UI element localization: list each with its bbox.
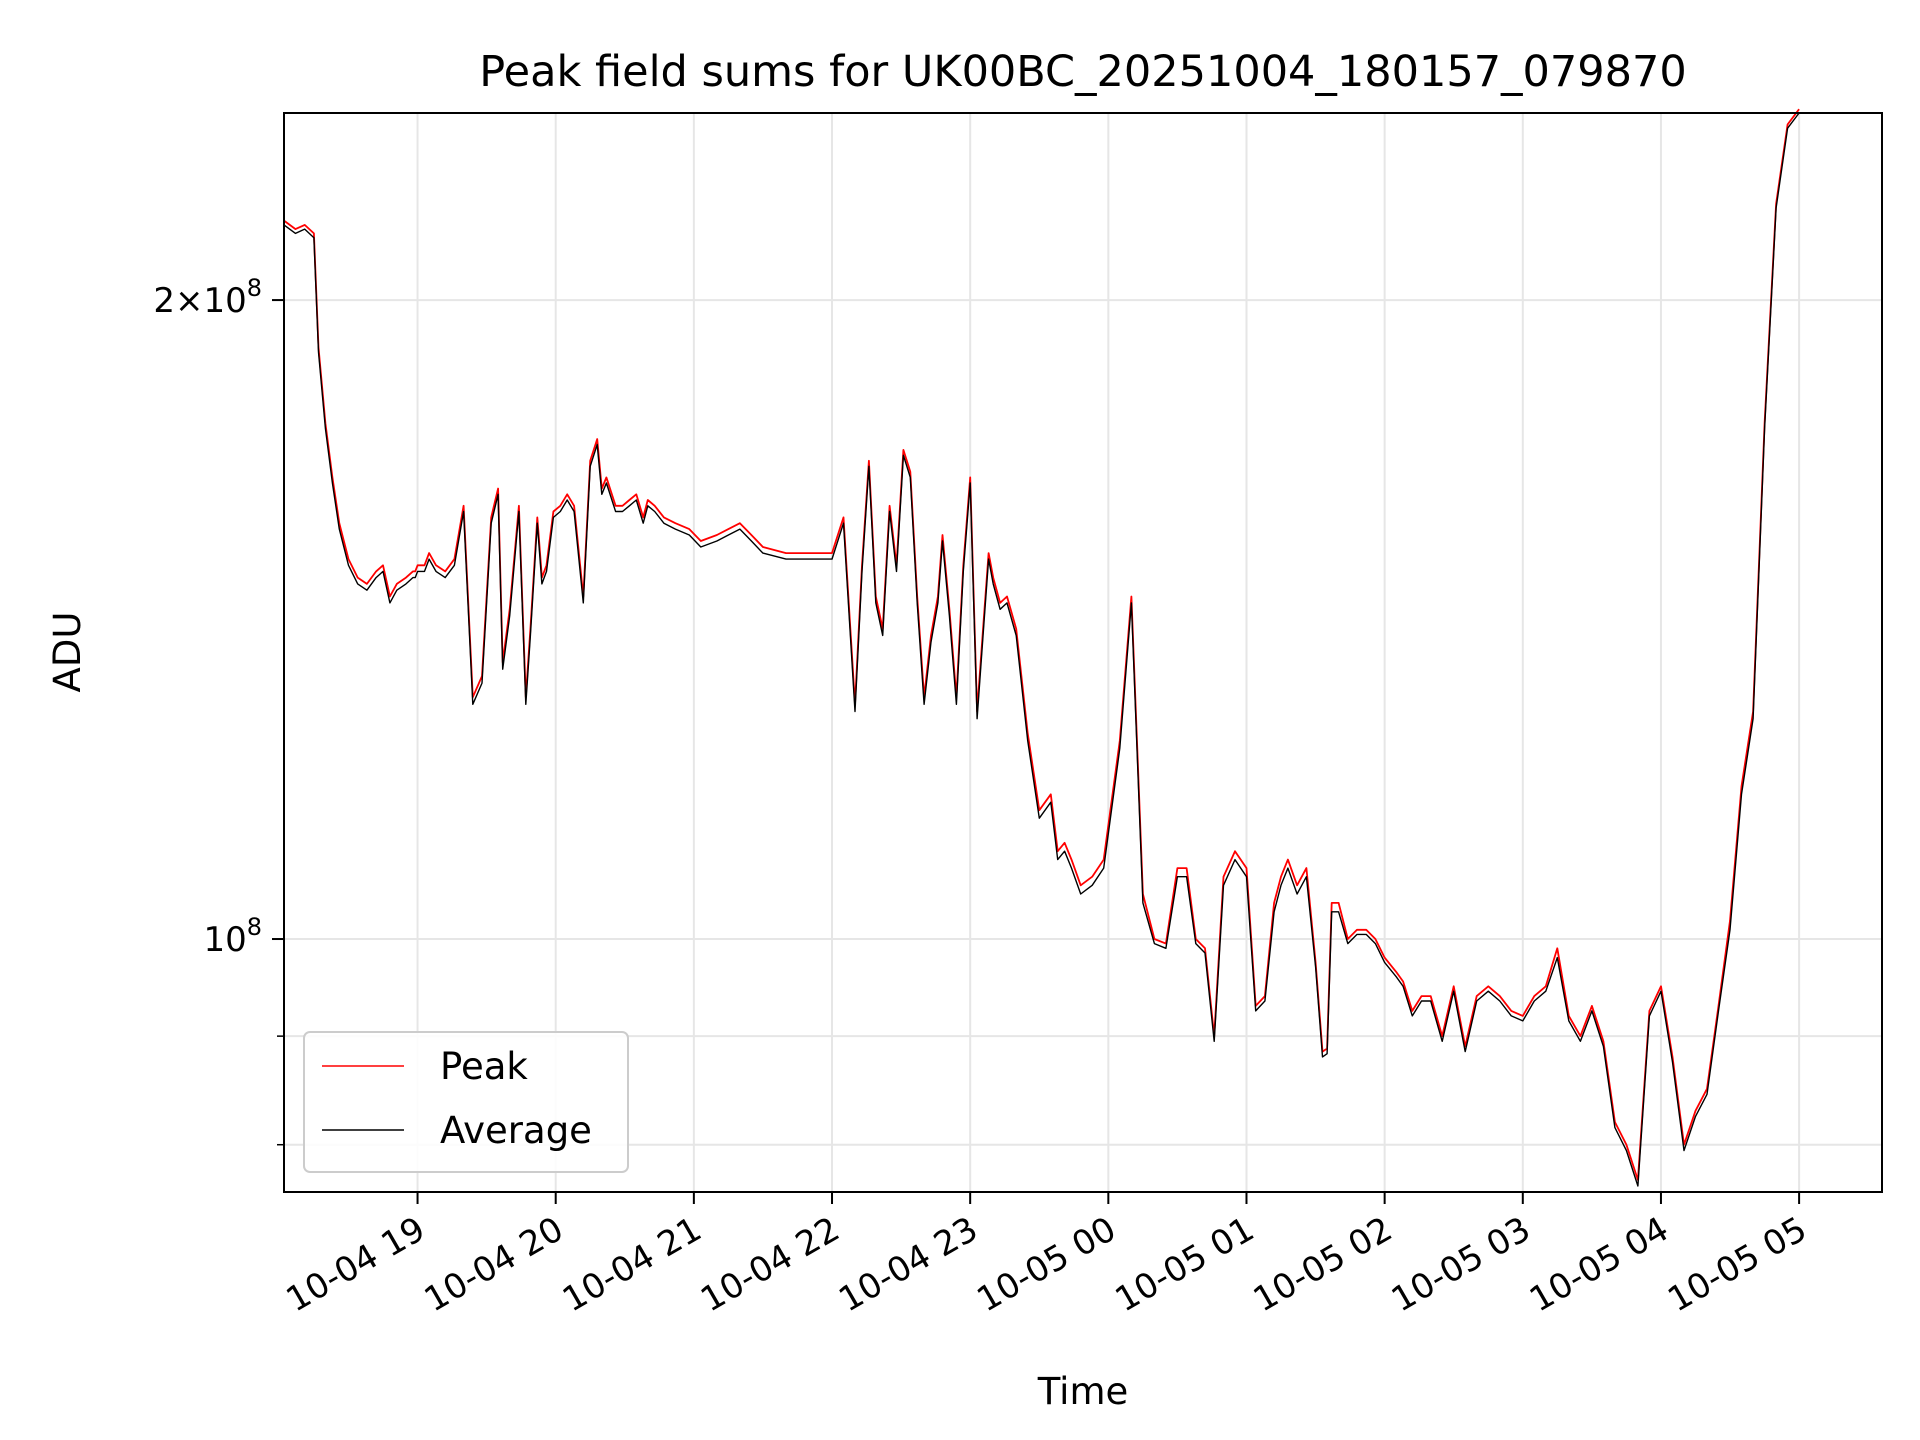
plot-area <box>284 113 1882 1192</box>
y-tick-label-exponent: 8 <box>247 274 262 302</box>
legend-label-peak: Peak <box>440 1045 528 1088</box>
y-tick-label-base: 10 <box>203 920 246 960</box>
series-line-peak <box>283 108 1800 1181</box>
y-tick-label: 108 <box>203 913 262 960</box>
legend-label-average: Average <box>440 1109 592 1152</box>
chart-title: Peak field sums for UK00BC_20251004_1801… <box>479 47 1686 97</box>
series-line-average <box>283 112 1800 1187</box>
y-tick-label-multiplier: 2× <box>153 281 203 321</box>
x-axis-label: Time <box>1037 1370 1129 1413</box>
series-layer <box>283 108 1800 1187</box>
y-axis-label: ADU <box>46 612 89 693</box>
y-tick-label-exponent: 8 <box>247 913 262 941</box>
legend: Peak Average <box>303 1031 629 1173</box>
y-tick-label-base: 10 <box>203 281 246 321</box>
grid <box>284 113 1882 1192</box>
legend-box <box>303 1031 629 1173</box>
y-tick-label: 2×108 <box>153 274 262 321</box>
plot-frame <box>283 112 1883 1193</box>
